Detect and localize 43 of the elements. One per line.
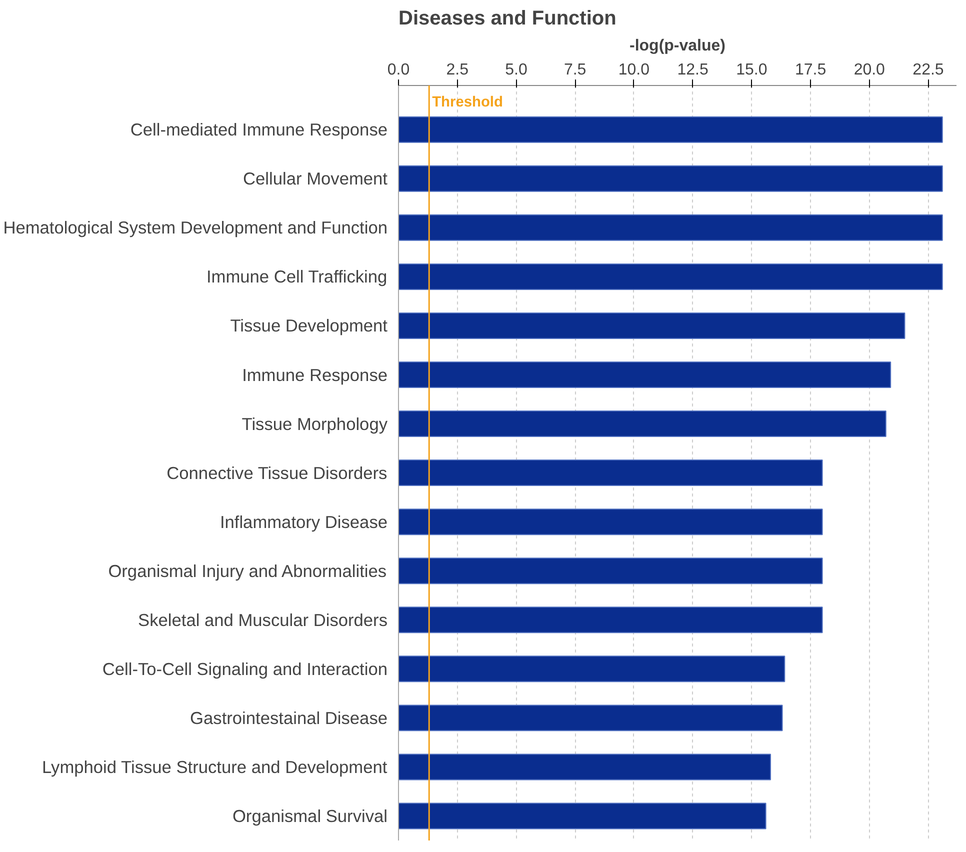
y-tick-label: Organismal Survival — [232, 806, 388, 826]
bar — [398, 754, 771, 780]
y-tick-label: Gastrointestainal Disease — [190, 708, 388, 728]
y-tick-label: Cellular Movement — [243, 168, 388, 189]
bar — [398, 558, 823, 584]
bar — [398, 704, 783, 732]
bar — [398, 802, 766, 830]
x-tick-label: 5.0 — [505, 62, 528, 78]
y-tick-label: Organismal Injury and Abnormalities — [108, 560, 387, 581]
chart-title: Diseases and Function — [398, 8, 616, 30]
bar — [398, 263, 943, 290]
y-tick-label: Immune Cell Trafficking — [206, 266, 388, 287]
x-tick-label: 22.5 — [912, 62, 944, 78]
x-tick-label: 7.5 — [564, 62, 586, 78]
x-axis-title: -log(p-value) — [630, 38, 726, 54]
x-tick-label: 0.0 — [387, 62, 410, 78]
x-tick-label: 17.5 — [794, 62, 826, 78]
x-tick-label: 12.5 — [677, 62, 708, 78]
y-tick-label: Cell-mediated Immune Response — [130, 120, 388, 140]
ref-line-label: Threshold — [432, 94, 503, 111]
y-tick-label: Cell-To-Cell Signaling and Interaction — [102, 658, 388, 679]
bar — [398, 312, 906, 339]
x-tick-label: 20.0 — [854, 62, 886, 78]
bar — [398, 116, 943, 143]
y-tick-label: Connective Tissue Disorders — [166, 462, 388, 483]
bar — [398, 214, 943, 241]
x-tick-label: 2.5 — [446, 62, 469, 78]
x-tick-label: 10.0 — [618, 62, 650, 78]
y-tick-label: Lymphoid Tissue Structure and Development — [42, 756, 388, 777]
y-tick-label: Immune Response — [242, 364, 388, 385]
bar — [398, 165, 943, 192]
y-tick-label: Tissue Development — [230, 316, 388, 336]
y-tick-label: Inflammatory Disease — [220, 512, 388, 532]
y-tick-label: Hematological System Development and Function — [3, 218, 388, 238]
y-tick-label: Skeletal and Muscular Disorders — [138, 610, 388, 630]
x-tick-label: 15.0 — [736, 62, 768, 78]
bar — [398, 410, 886, 438]
bar — [398, 508, 823, 536]
bar — [398, 656, 786, 682]
y-tick-label: Tissue Morphology — [242, 414, 388, 434]
bar — [398, 606, 823, 634]
bar — [398, 362, 892, 388]
bar — [398, 460, 823, 486]
